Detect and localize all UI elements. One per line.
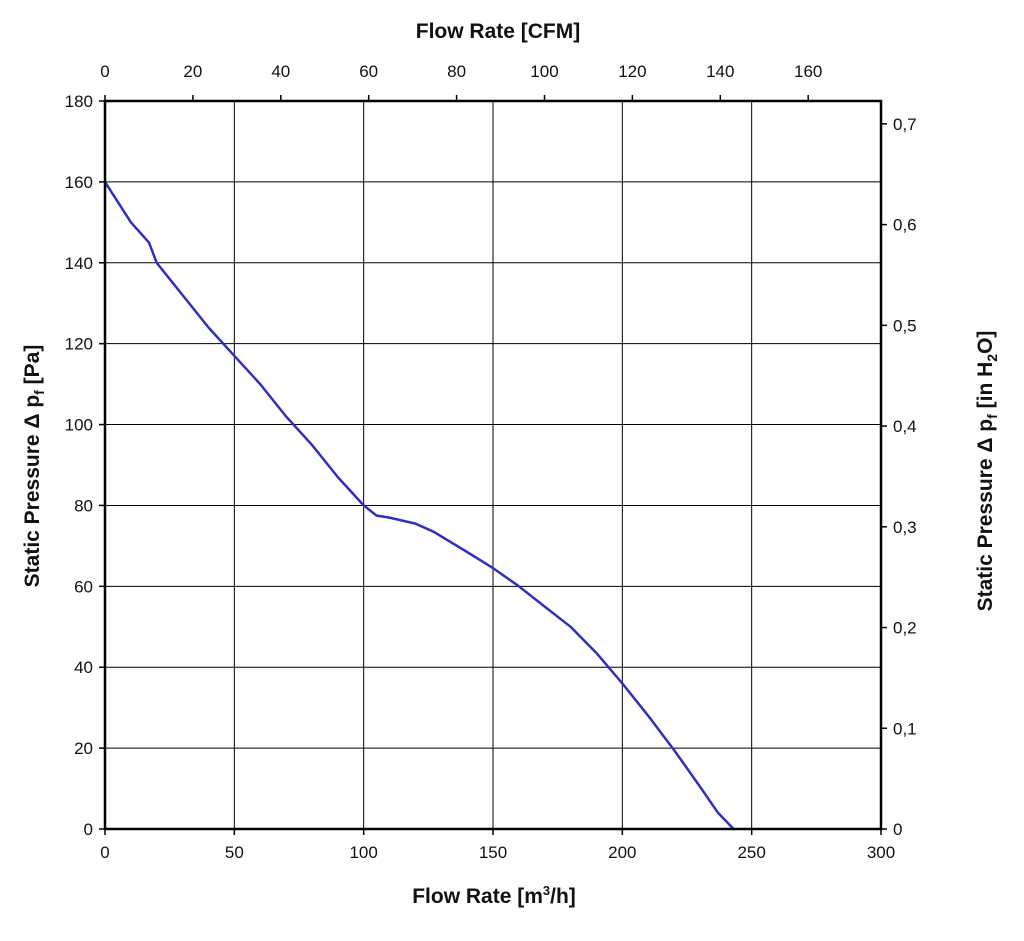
x-bottom-tick-label: 100 xyxy=(349,843,377,862)
y-right-tick-label: 0,5 xyxy=(893,316,917,335)
y-left-tick-label: 160 xyxy=(65,173,93,192)
y-left-tick-label: 120 xyxy=(65,335,93,354)
y-right-tick-label: 0,6 xyxy=(893,216,917,235)
x-top-tick-label: 160 xyxy=(794,62,822,81)
x-top-tick-label: 140 xyxy=(706,62,734,81)
x-bottom-axis-title: Flow Rate [m3/h] xyxy=(412,883,576,908)
x-top-tick-label: 60 xyxy=(359,62,378,81)
y-left-tick-label: 20 xyxy=(74,739,93,758)
x-bottom-tick-label: 0 xyxy=(100,843,109,862)
y-right-axis-title: Static Pressure Δ pf [in H2O] xyxy=(974,331,1000,612)
plot-frame xyxy=(103,99,883,831)
y-left-tick-label: 40 xyxy=(74,658,93,677)
x-top-ticks: 0 20 40 60 80 100 120 140 160 xyxy=(100,62,822,101)
x-top-tick-label: 120 xyxy=(618,62,646,81)
x-top-tick-label: 100 xyxy=(530,62,558,81)
x-top-tick-label: 40 xyxy=(271,62,290,81)
y-left-axis-title: Static Pressure Δ pf [Pa] xyxy=(21,345,47,588)
y-right-tick-label: 0,3 xyxy=(893,518,917,537)
y-left-tick-label: 100 xyxy=(65,416,93,435)
x-top-tick-label: 20 xyxy=(183,62,202,81)
y-left-tick-label: 0 xyxy=(84,820,93,839)
x-bottom-tick-label: 300 xyxy=(867,843,895,862)
y-right-ticks: 0 0,1 0,2 0,3 0,4 0,5 0,6 0,7 xyxy=(881,115,917,839)
y-left-tick-label: 180 xyxy=(65,92,93,111)
y-right-tick-label: 0,7 xyxy=(893,115,917,134)
x-bottom-tick-label: 200 xyxy=(608,843,636,862)
x-bottom-tick-label: 250 xyxy=(737,843,765,862)
y-right-tick-label: 0,4 xyxy=(893,417,917,436)
y-left-tick-label: 80 xyxy=(74,496,93,515)
y-right-tick-label: 0,2 xyxy=(893,619,917,638)
x-top-tick-label: 0 xyxy=(100,62,109,81)
y-right-tick-label: 0 xyxy=(893,820,902,839)
y-left-tick-label: 60 xyxy=(74,577,93,596)
series-line xyxy=(103,180,735,831)
x-top-axis-title: Flow Rate [CFM] xyxy=(416,20,580,43)
x-top-tick-label: 80 xyxy=(447,62,466,81)
y-right-tick-label: 0,1 xyxy=(893,719,917,738)
x-bottom-tick-label: 50 xyxy=(225,843,244,862)
series-layer xyxy=(103,180,735,831)
x-bottom-tick-label: 150 xyxy=(479,843,507,862)
x-bottom-ticks: 0 50 100 150 200 250 300 xyxy=(100,829,895,862)
y-left-tick-label: 140 xyxy=(65,254,93,273)
grid xyxy=(104,100,882,830)
y-left-ticks: 0 20 40 60 80 100 120 140 160 180 xyxy=(65,92,105,839)
